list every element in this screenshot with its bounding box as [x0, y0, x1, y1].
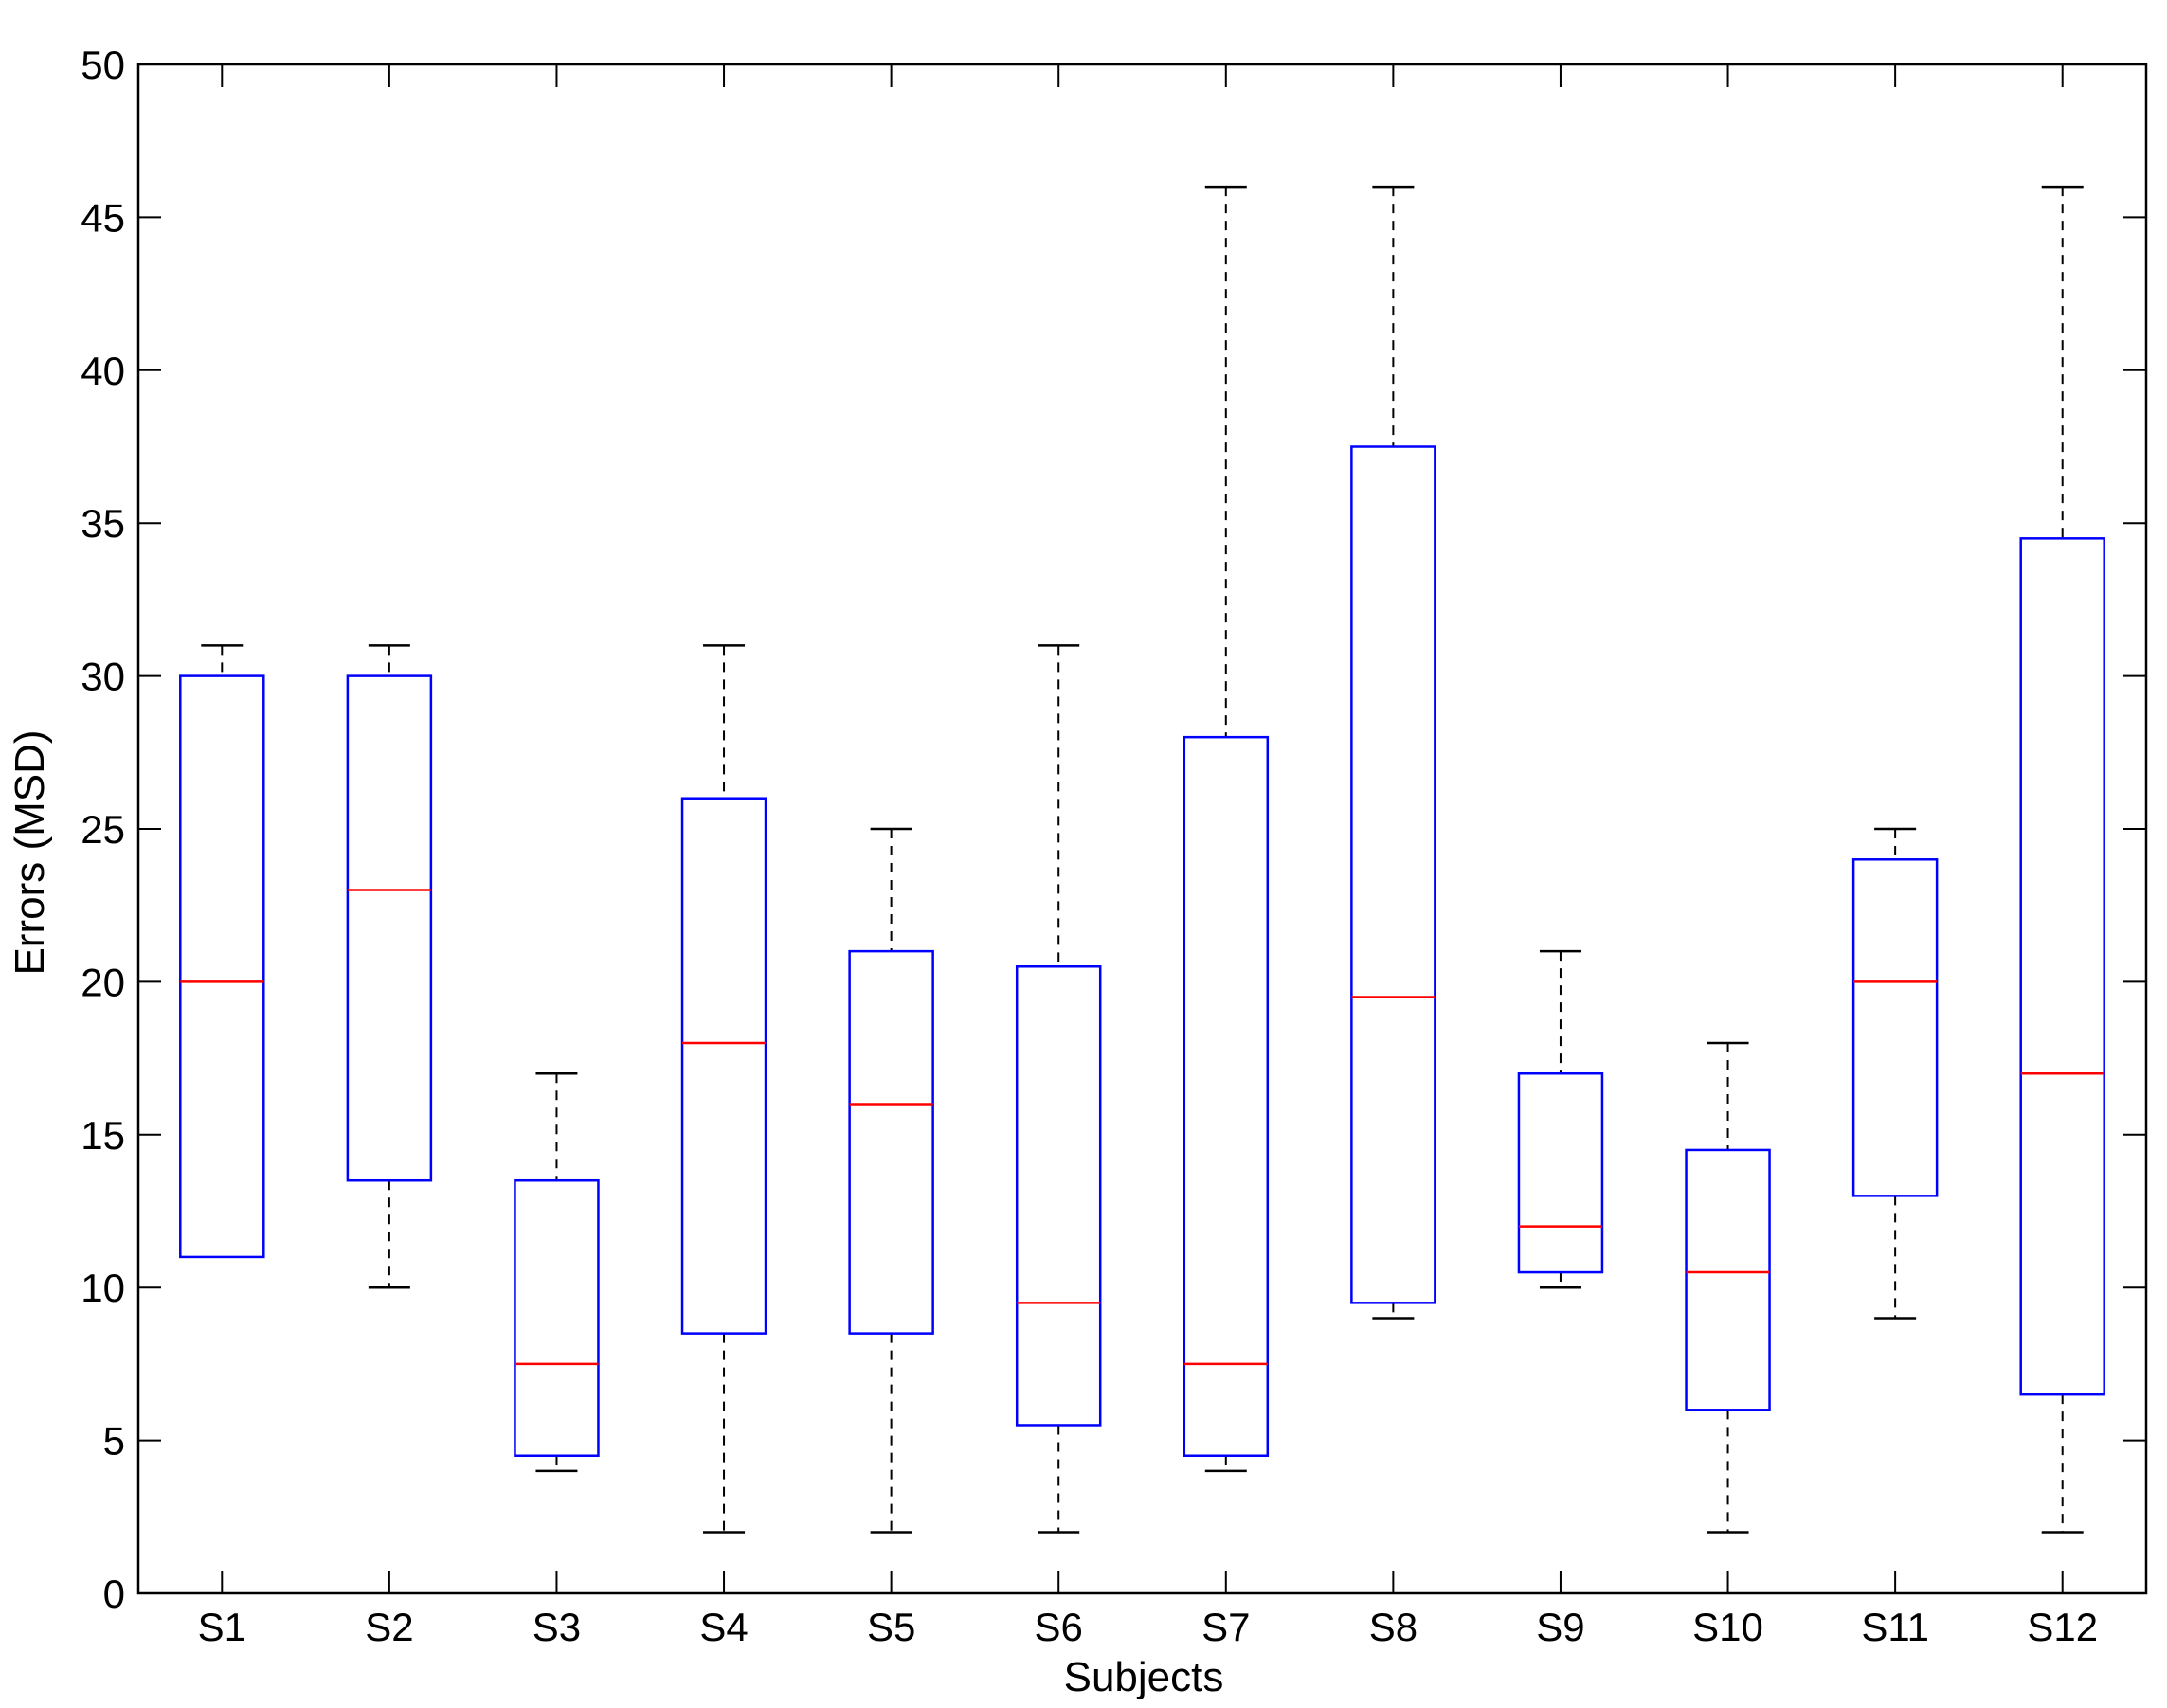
- iqr-box: [1851, 858, 1939, 1197]
- iqr-box: [1015, 965, 1102, 1427]
- x-tick-label: S10: [1692, 1605, 1763, 1649]
- plot-layer: 0 5 10 15 20 25 30 35 40 45 50 S1 S2 S3 S4 S5 S6 S7 S8 S9 S1…: [81, 43, 2148, 1649]
- iqr-box: [1183, 735, 1270, 1457]
- y-tick-label: 20: [81, 960, 125, 1004]
- iqr-box: [1350, 445, 1436, 1304]
- x-tick-label: S2: [365, 1605, 413, 1649]
- x-tick-label: S9: [1536, 1605, 1584, 1649]
- y-tick-label: 10: [81, 1266, 125, 1310]
- y-tick-label: 40: [81, 349, 125, 393]
- iqr-box: [346, 674, 433, 1182]
- iqr-box: [2019, 537, 2105, 1396]
- y-tick-label: 5: [103, 1419, 125, 1464]
- y-tick-label: 0: [103, 1572, 125, 1616]
- y-tick-label: 45: [81, 195, 125, 240]
- x-axis-label: Subjects: [1064, 1654, 1224, 1700]
- iqr-box: [680, 797, 767, 1335]
- iqr-box: [1685, 1148, 1771, 1411]
- iqr-box: [514, 1178, 600, 1457]
- y-tick-label: 15: [81, 1113, 125, 1158]
- plot-frame: [136, 63, 2148, 1595]
- y-tick-label: 50: [81, 43, 125, 87]
- x-tick-label: S8: [1369, 1605, 1418, 1649]
- x-tick-label: S12: [2027, 1605, 2098, 1649]
- y-tick-label: 25: [81, 807, 125, 852]
- x-tick-label: S5: [867, 1605, 915, 1649]
- iqr-box: [1517, 1071, 1604, 1274]
- x-tick-label: S6: [1035, 1605, 1083, 1649]
- x-tick-label: S1: [198, 1605, 246, 1649]
- y-axis-label: Errors (MSD): [7, 729, 53, 975]
- x-tick-label: S11: [1861, 1605, 1929, 1649]
- y-tick-label: 35: [81, 501, 125, 546]
- iqr-box: [848, 949, 934, 1335]
- x-tick-label: S4: [699, 1605, 748, 1649]
- x-tick-label: S7: [1201, 1605, 1250, 1649]
- y-tick-label: 30: [81, 655, 125, 699]
- iqr-box: [179, 674, 265, 1259]
- x-tick-label: S3: [533, 1605, 581, 1649]
